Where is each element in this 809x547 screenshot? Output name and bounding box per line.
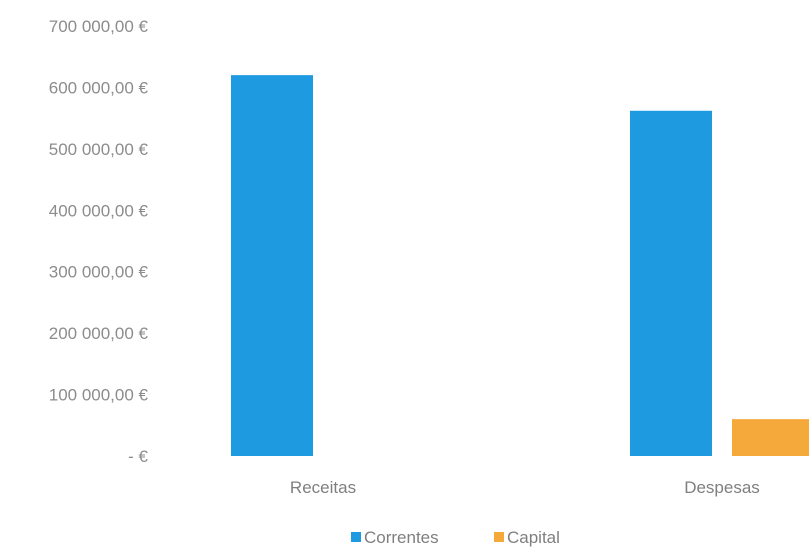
y-tick-label: 100 000,00 €	[49, 386, 149, 405]
bar-correntes-receitas	[231, 75, 313, 457]
y-tick-label: 600 000,00 €	[49, 78, 149, 97]
x-tick-label: Receitas	[290, 478, 356, 497]
y-tick-label: 500 000,00 €	[49, 140, 149, 159]
y-tick-label: 400 000,00 €	[49, 201, 149, 220]
legend-swatch-capital	[494, 532, 504, 542]
x-tick-label: Despesas	[684, 478, 760, 497]
y-tick-label: - €	[128, 447, 148, 466]
y-tick-label: 300 000,00 €	[49, 263, 149, 282]
bar-correntes-despesas	[630, 110, 712, 457]
bars	[231, 75, 809, 457]
x-axis-labels: Receitas Despesas	[290, 478, 760, 497]
y-tick-label: 200 000,00 €	[49, 324, 149, 343]
legend-swatch-correntes	[351, 532, 361, 542]
y-tick-label: 700 000,00 €	[49, 17, 149, 36]
legend-label-capital: Capital	[507, 528, 560, 547]
bar-capital-despesas	[732, 419, 809, 456]
legend-label-correntes: Correntes	[364, 528, 439, 547]
legend: Correntes Capital	[351, 528, 560, 547]
y-axis-ticks: 700 000,00 € 600 000,00 € 500 000,00 € 400 …	[49, 17, 149, 466]
